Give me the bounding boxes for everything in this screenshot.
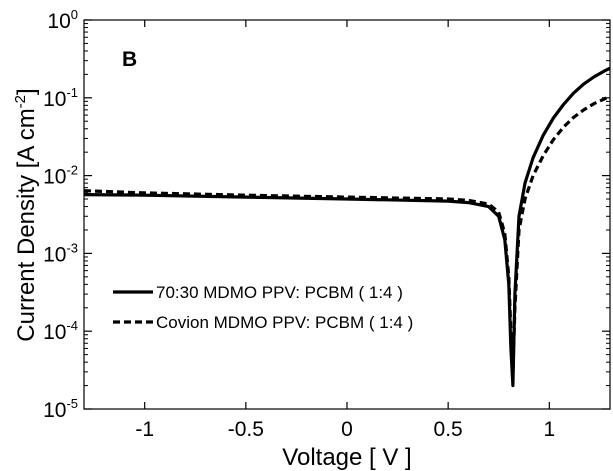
x-tick-label: 1 [543, 418, 555, 441]
series-line-solid [83, 66, 611, 388]
y-tick-label: 10-5 [43, 396, 78, 422]
x-tick-label: -0.5 [228, 418, 264, 441]
y-axis-title-sup: -2 [12, 95, 29, 108]
plot-frame [83, 19, 611, 410]
x-axis-title: Voltage [ V ] [282, 444, 411, 471]
y-axis-title-main: Current Density [A cm [13, 108, 40, 341]
legend-label-dashed: Covion MDMO PPV: PCBM ( 1:4 ) [156, 313, 413, 332]
y-tick-label: 10-1 [43, 85, 78, 111]
x-tick-label: 0 [341, 418, 353, 441]
legend: 70:30 MDMO PPV: PCBM ( 1:4 ) Covion MDMO… [113, 283, 413, 332]
y-tick-label: 10-3 [43, 240, 78, 266]
y-tick-label: 10-2 [43, 163, 78, 189]
x-tick-label: 0.5 [434, 418, 463, 441]
legend-label-solid: 70:30 MDMO PPV: PCBM ( 1:4 ) [156, 283, 403, 302]
y-axis-ticks: 10-5 10-4 10-3 10-2 10-1 100 [43, 7, 610, 422]
x-axis-ticks: -1 -0.5 0 0.5 1 [135, 20, 555, 441]
y-axis-title: Current Density [A cm-2] [12, 88, 40, 341]
panel-label: B [122, 48, 137, 71]
x-tick-label: -1 [135, 418, 154, 441]
y-axis-title-close: ] [13, 88, 40, 95]
series-layer [83, 66, 611, 388]
y-tick-label: 100 [47, 7, 78, 33]
series-line-dashed [83, 94, 611, 374]
y-tick-label: 10-4 [43, 318, 78, 344]
